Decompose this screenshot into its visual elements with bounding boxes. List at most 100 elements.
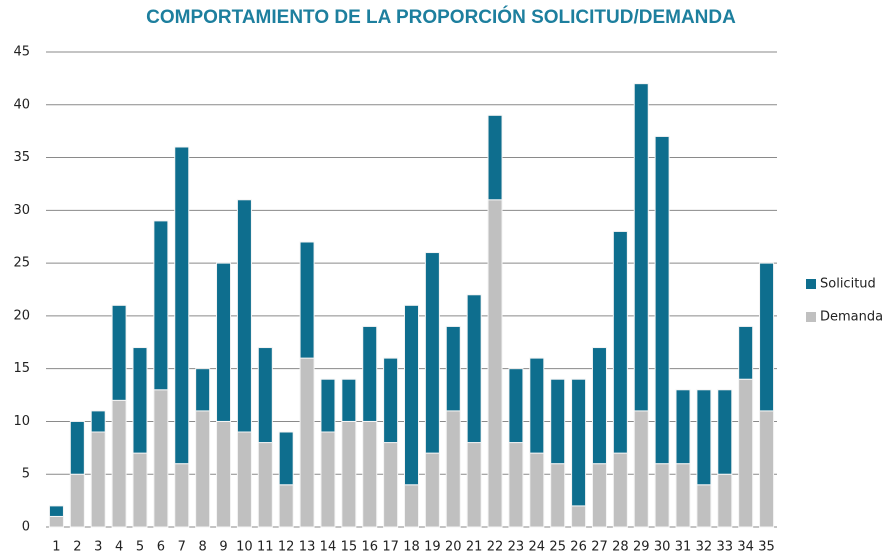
bar-segment: [383, 442, 399, 528]
bar-segment: [299, 357, 315, 528]
bar-segment: [299, 241, 315, 359]
x-tick-label: 4: [115, 540, 123, 555]
bar-segment: [132, 347, 148, 454]
x-tick-label: 30: [654, 540, 671, 555]
bar-segment: [404, 304, 419, 486]
bar-segment: [738, 378, 754, 528]
bar-segment: [216, 262, 232, 422]
bar-segment: [487, 199, 503, 528]
x-tick-label: 21: [466, 540, 483, 555]
bar-segment: [487, 114, 503, 201]
y-tick-label: 30: [13, 203, 30, 218]
y-tick-label: 25: [13, 256, 30, 271]
x-tick-label: 10: [236, 540, 253, 555]
legend-swatch: [806, 312, 816, 322]
bar-segment: [404, 484, 419, 528]
bar-segment: [195, 410, 211, 528]
bar-segment: [278, 484, 294, 528]
legend-label: Demanda: [820, 310, 883, 325]
bar-segment: [132, 452, 148, 528]
x-tick-label: 34: [737, 540, 754, 555]
bar-segment: [571, 378, 587, 507]
bar-segment: [759, 410, 775, 528]
bar-segment: [717, 389, 733, 475]
bar-segment: [717, 473, 733, 528]
bar-segment: [362, 325, 378, 422]
bar-segment: [696, 484, 712, 528]
x-tick-label: 29: [633, 540, 650, 555]
x-tick-label: 22: [487, 540, 504, 555]
bar-segment: [654, 135, 670, 465]
y-tick-label: 45: [13, 45, 30, 60]
x-tick-label: 23: [508, 540, 525, 555]
bar-segment: [320, 431, 336, 528]
bar-segment: [675, 389, 691, 465]
bar-segment: [508, 368, 524, 444]
legend-swatch: [806, 279, 816, 289]
bar-segment: [550, 378, 566, 465]
bar-segment: [654, 463, 670, 528]
y-tick-label: 10: [13, 414, 30, 429]
y-tick-label: 0: [22, 520, 30, 535]
bar-segment: [111, 399, 127, 528]
bar-segment: [48, 505, 64, 517]
x-tick-label: 25: [549, 540, 566, 555]
bar-segment: [445, 325, 461, 412]
x-tick-label: 19: [424, 540, 441, 555]
x-tick-label: 28: [612, 540, 629, 555]
bar-segment: [236, 199, 252, 433]
bar-segment: [69, 420, 85, 475]
bar-segment: [362, 420, 378, 528]
bar-segment: [69, 473, 85, 528]
x-tick-label: 13: [299, 540, 316, 555]
bar-segment: [591, 463, 607, 528]
x-tick-label: 8: [199, 540, 207, 555]
bar-segment: [320, 378, 336, 433]
bar-segment: [508, 442, 524, 528]
y-tick-label: 20: [13, 308, 30, 323]
x-tick-label: 35: [758, 540, 775, 555]
bar-segment: [466, 294, 482, 444]
bar-segment: [759, 262, 775, 412]
bar-segment: [111, 304, 127, 401]
x-tick-label: 5: [136, 540, 144, 555]
bar-segment: [466, 442, 482, 528]
x-tick-label: 31: [675, 540, 692, 555]
bar-segment: [612, 230, 628, 454]
y-tick-label: 5: [22, 467, 30, 482]
y-tick-label: 15: [13, 361, 30, 376]
x-tick-label: 6: [157, 540, 165, 555]
x-tick-label: 16: [361, 540, 378, 555]
x-tick-label: 26: [570, 540, 587, 555]
bar-segment: [153, 220, 169, 391]
x-tick-label: 14: [320, 540, 337, 555]
x-tick-label: 24: [529, 540, 546, 555]
bar-segment: [195, 368, 211, 412]
x-tick-label: 27: [591, 540, 608, 555]
bar-segment: [550, 463, 566, 528]
bar-segment: [424, 452, 440, 528]
x-tick-label: 17: [382, 540, 399, 555]
x-tick-label: 33: [717, 540, 734, 555]
chart-title: COMPORTAMIENTO DE LA PROPORCIÓN SOLICITU…: [146, 6, 736, 28]
bar-segment: [257, 442, 273, 528]
x-tick-label: 3: [94, 540, 102, 555]
bar-segment: [90, 431, 106, 528]
x-tick-label: 32: [696, 540, 713, 555]
bar-segment: [529, 452, 545, 528]
bar-segment: [612, 452, 628, 528]
bar-segment: [675, 463, 691, 528]
x-tick-label: 20: [445, 540, 462, 555]
x-tick-label: 7: [178, 540, 186, 555]
x-tick-label: 12: [278, 540, 295, 555]
bar-segment: [633, 410, 649, 528]
bar-segment: [571, 505, 587, 528]
bar-segment: [257, 347, 273, 444]
bar-segment: [529, 357, 545, 454]
legend-label: Solicitud: [820, 277, 876, 292]
y-tick-label: 35: [13, 150, 30, 165]
bar-segment: [48, 515, 64, 528]
x-tick-label: 1: [52, 540, 60, 555]
y-tick-label: 40: [13, 97, 30, 112]
